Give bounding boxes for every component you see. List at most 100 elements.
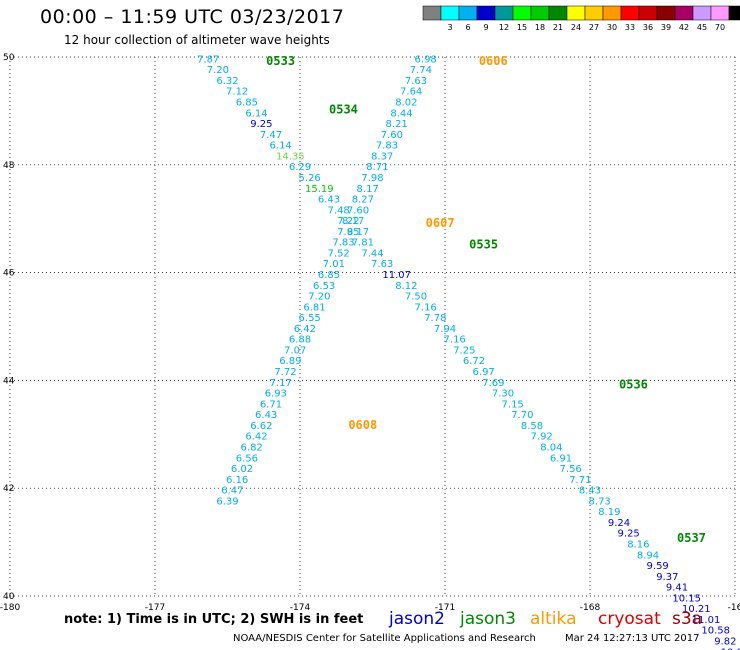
data-point-jason3: 6.97 <box>473 367 495 378</box>
data-point-jason3: 6.72 <box>463 356 485 367</box>
data-point-jason3: 9.41 <box>666 583 688 594</box>
colorbar-label: 33 <box>625 23 635 32</box>
data-point-jason3: 7.25 <box>453 345 475 356</box>
legend-s3a: s3a <box>672 609 703 629</box>
y-tick-label: 42 <box>3 484 14 494</box>
colorbar-swatch <box>566 5 586 21</box>
data-point-jason3: 9.25 <box>250 119 272 130</box>
data-point-altika: 7.98 <box>361 173 383 184</box>
x-tick-label: -171 <box>435 603 455 613</box>
data-point-altika: 6.55 <box>299 313 321 324</box>
pass-label: 0535 <box>469 237 498 251</box>
grid <box>9 56 736 597</box>
data-point-jason3: 7.94 <box>434 324 456 335</box>
data-point-jason3: 8.04 <box>540 442 562 453</box>
colorbar-swatch <box>638 5 658 21</box>
pass-label: 0533 <box>266 54 295 68</box>
colorbar-swatch <box>620 5 640 21</box>
data-point-jason3: 7.87 <box>197 54 219 65</box>
data-point-altika: 7.64 <box>400 87 422 98</box>
data-point-altika: 7.63 <box>405 76 427 87</box>
colorbar-swatch <box>728 5 740 21</box>
colorbar-label: 36 <box>643 23 653 32</box>
data-point-altika: 8.17 <box>357 184 379 195</box>
data-point-altika: 6.62 <box>250 421 272 432</box>
data-point-jason3: 7.30 <box>492 389 514 400</box>
data-point-altika: 8.44 <box>390 108 412 119</box>
y-tick-label: 40 <box>3 592 15 602</box>
data-point-jason3: 7.50 <box>405 292 427 303</box>
data-point-altika: 7.72 <box>274 367 296 378</box>
data-point-altika: 6.42 <box>294 324 316 335</box>
data-point-jason3: 7.81 <box>352 238 374 249</box>
colorbar-swatch <box>548 5 568 21</box>
pass-label: 0606 <box>479 54 508 68</box>
data-point-altika: 8.71 <box>366 162 388 173</box>
x-tick-label: -177 <box>145 603 165 613</box>
data-point-jason3: 9.25 <box>618 529 640 540</box>
data-point-altika: 6.98 <box>415 54 437 65</box>
data-point-jason3: 7.56 <box>560 464 582 475</box>
legend-altika: altika <box>530 609 577 629</box>
x-tick-label: -16 <box>728 603 740 613</box>
data-point-jason3: 6.29 <box>289 162 311 173</box>
data-point-altika: 6.16 <box>226 475 248 486</box>
data-point-jason3: 9.37 <box>656 572 678 583</box>
data-point-jason3: 7.12 <box>226 87 248 98</box>
data-point-altika: 7.83 <box>376 141 398 152</box>
data-point-altika: 6.89 <box>279 356 301 367</box>
data-point-altika: 6.71 <box>260 399 282 410</box>
axis-labels: -180 -177 -174 -171 -168 -16 40 42 44 46 48 50 <box>0 53 740 613</box>
data-point-altika: 8.27 <box>352 195 374 206</box>
colorbar-swatch <box>692 5 712 21</box>
colorbar-label: 27 <box>589 23 599 32</box>
legend-jason3: jason3 <box>460 609 516 629</box>
pass-label: 0536 <box>619 377 648 391</box>
data-point-jason3: 10.88 <box>721 647 740 650</box>
data-point-jason3: 8.19 <box>598 507 620 518</box>
data-point-altika: 6.53 <box>313 281 335 292</box>
data-point-jason3: 8.94 <box>637 550 659 561</box>
generated-timestamp: Mar 24 12:27:13 UTC 2017 <box>565 633 700 644</box>
data-point-altika: 6.56 <box>236 453 258 464</box>
data-point-altika: 7.07 <box>284 345 306 356</box>
data-point-altika: 6.81 <box>303 302 325 313</box>
data-point-altika: 7.95 <box>337 227 359 238</box>
data-point-altika: 7.01 <box>323 259 345 270</box>
colorbar-swatch <box>602 5 622 21</box>
data-point-altika: 7.20 <box>308 292 330 303</box>
data-point-jason3: 8.16 <box>627 539 649 550</box>
data-point-jason3: 7.15 <box>502 399 524 410</box>
colorbar-swatch <box>476 5 496 21</box>
data-point-altika: 6.85 <box>318 270 340 281</box>
data-point-altika: 7.52 <box>328 248 350 259</box>
data-point-jason3: 9.59 <box>647 561 669 572</box>
data-point-jason3: 7.92 <box>531 432 553 443</box>
chart-subtitle: 12 hour collection of altimeter wave hei… <box>64 33 330 47</box>
colorbar-label: 45 <box>697 23 707 32</box>
data-point-jason3: 8.12 <box>395 281 417 292</box>
data-point-altika: 7.83 <box>332 238 354 249</box>
colorbar-label: 6 <box>465 23 470 32</box>
data-point-altika: 6.39 <box>216 496 238 507</box>
colorbar-swatch <box>440 5 460 21</box>
data-point-jason3: 6.91 <box>550 453 572 464</box>
data-point-jason3: 11.01 <box>692 615 721 626</box>
colorbar-label: 30 <box>607 23 617 32</box>
y-tick-label: 50 <box>3 53 15 63</box>
data-point-jason3: 6.14 <box>270 141 292 152</box>
data-points: 7.877.206.327.126.856.149.257.476.1414.3… <box>197 54 740 650</box>
legend-cryosat: cryosat <box>598 609 661 629</box>
data-point-altika: 6.43 <box>255 410 277 421</box>
data-point-altika: 7.17 <box>270 378 292 389</box>
data-point-jason3: 7.20 <box>207 65 229 76</box>
data-point-jason3: 7.16 <box>415 302 437 313</box>
colorbar-label: 3 <box>447 23 452 32</box>
data-point-jason3: 7.63 <box>371 259 393 270</box>
data-point-jason3: 15.19 <box>305 184 334 195</box>
chart-title: 00:00 – 11:59 UTC 03/23/2017 <box>40 6 345 28</box>
colorbar-label: 12 <box>499 23 509 32</box>
data-point-jason3: 7.78 <box>424 313 446 324</box>
colorbar-swatch <box>530 5 550 21</box>
